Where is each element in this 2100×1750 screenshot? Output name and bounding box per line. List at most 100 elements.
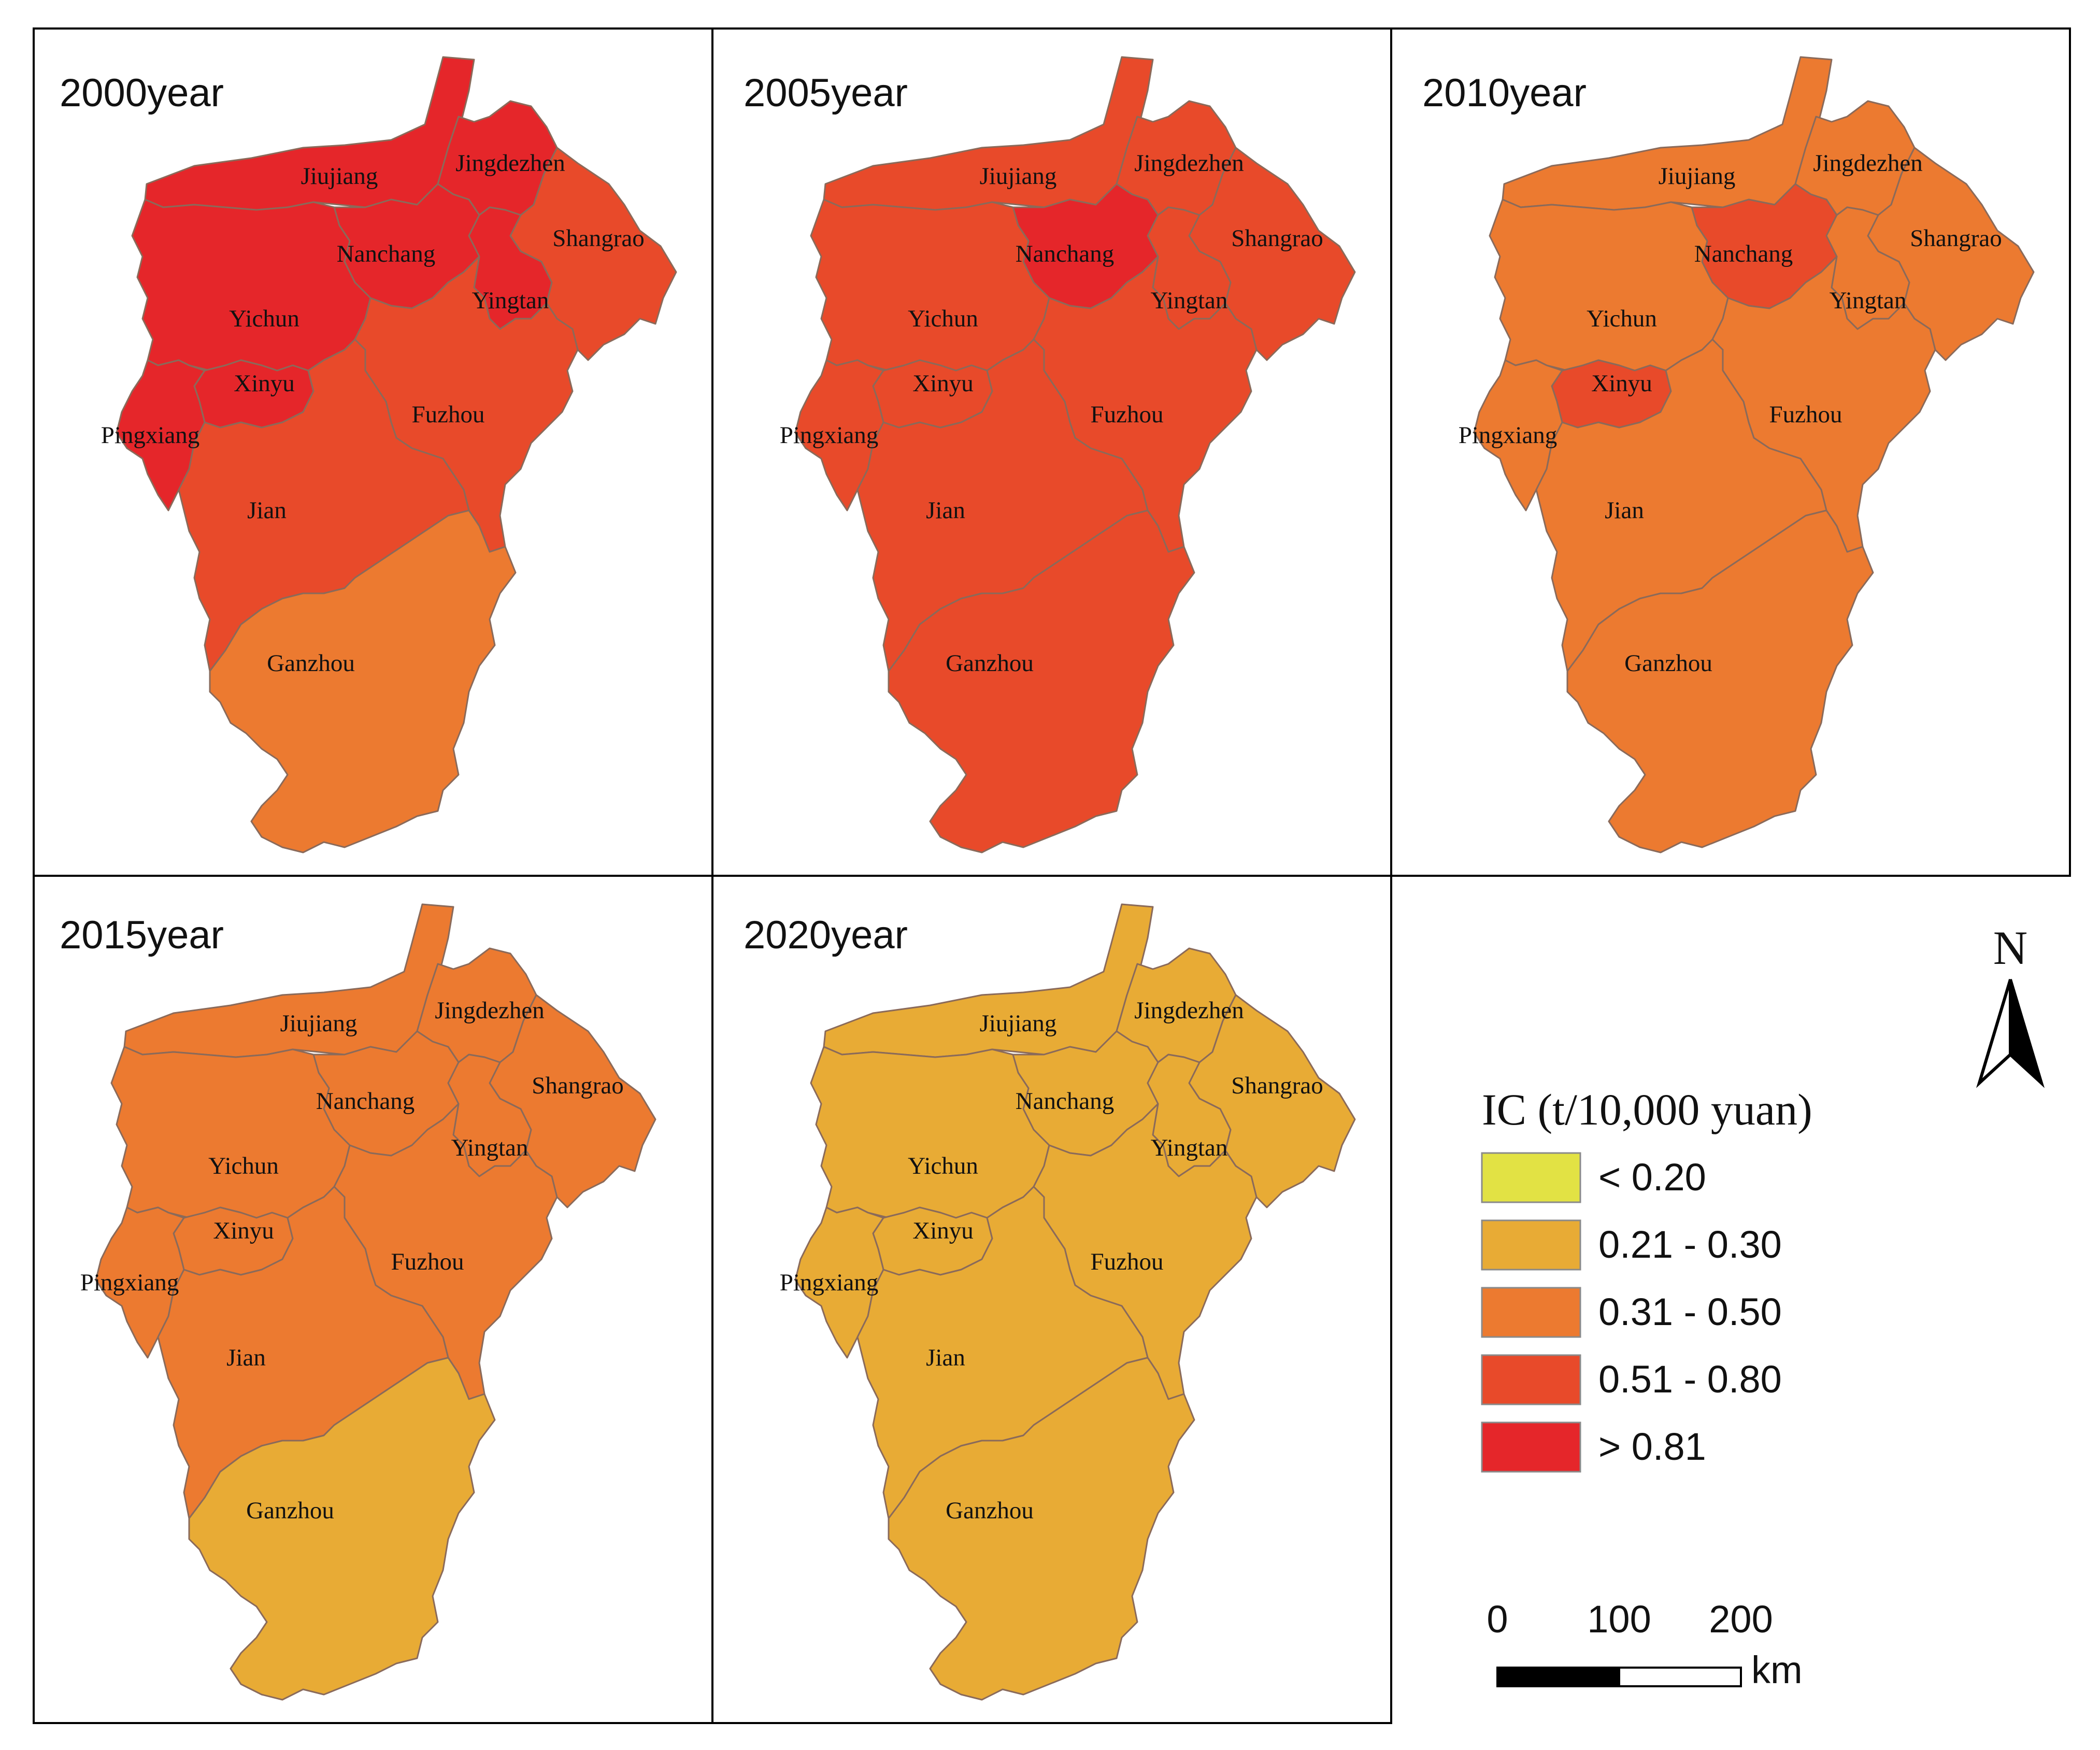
legend-item: 0.21 - 0.30 bbox=[1481, 1219, 1782, 1271]
city-label-jiujiang: Jiujiang bbox=[980, 1010, 1057, 1037]
city-label-yingtan: Yingtan bbox=[1830, 287, 1907, 314]
region-ganzhou bbox=[209, 509, 517, 853]
city-label-jiujiang: Jiujiang bbox=[1659, 163, 1736, 190]
city-label-pingxiang: Pingxiang bbox=[780, 422, 879, 449]
city-label-jingdezhen: Jingdezhen bbox=[455, 150, 565, 177]
region-ganzhou bbox=[888, 509, 1195, 853]
north-letter: N bbox=[1993, 921, 2027, 974]
region-map: Jiujiang Jingdezhen Nanchang Shangrao Yingta… bbox=[1459, 56, 2035, 853]
city-label-ganzhou: Ganzhou bbox=[946, 1497, 1034, 1524]
region-yichun bbox=[810, 1046, 1050, 1219]
city-label-yichun: Yichun bbox=[908, 305, 978, 332]
scale-bar-black bbox=[1496, 1667, 1620, 1687]
city-label-jingdezhen: Jingdezhen bbox=[1813, 150, 1922, 177]
map-panel: Jiujiang Jingdezhen Nanchang Shangrao Yingta… bbox=[711, 875, 1392, 1724]
legend-label: < 0.20 bbox=[1598, 1156, 1706, 1199]
city-label-xinyu: Xinyu bbox=[234, 370, 295, 397]
city-label-yingtan: Yingtan bbox=[1151, 287, 1228, 314]
north-arrow-right-icon bbox=[2009, 979, 2045, 1088]
region-map: Jiujiang Jingdezhen Nanchang Shangrao Yingta… bbox=[101, 56, 677, 853]
city-label-yingtan: Yingtan bbox=[451, 1134, 528, 1161]
city-label-shangrao: Shangrao bbox=[1231, 225, 1323, 252]
city-label-fuzhou: Fuzhou bbox=[1091, 401, 1164, 428]
region-ganzhou bbox=[888, 1357, 1195, 1701]
city-label-shangrao: Shangrao bbox=[1231, 1072, 1323, 1099]
north-arrow: N bbox=[1976, 921, 2045, 1088]
map-panel: Jiujiang Jingdezhen Nanchang Shangrao Yingta… bbox=[711, 27, 1392, 877]
region-map: Jiujiang Jingdezhen Nanchang Shangrao Yingta… bbox=[780, 903, 1356, 1701]
map-panel: Jiujiang Jingdezhen Nanchang Shangrao Yingta… bbox=[33, 875, 713, 1724]
city-label-nanchang: Nanchang bbox=[337, 240, 436, 267]
legend-item: < 0.20 bbox=[1481, 1152, 1706, 1203]
legend-swatch bbox=[1481, 1219, 1581, 1271]
city-label-yichun: Yichun bbox=[1587, 305, 1657, 332]
city-label-nanchang: Nanchang bbox=[1016, 1088, 1115, 1115]
legend-label: 0.21 - 0.30 bbox=[1598, 1223, 1782, 1266]
city-label-jian: Jian bbox=[1605, 497, 1644, 524]
legend-item: 0.51 - 0.80 bbox=[1481, 1354, 1782, 1405]
city-label-pingxiang: Pingxiang bbox=[101, 422, 200, 449]
region-ganzhou bbox=[188, 1357, 496, 1701]
legend: IC (t/10,000 yuan) < 0.20 0.21 - 0.30 0.… bbox=[1481, 1085, 1812, 1473]
scale-tick: 200 bbox=[1709, 1598, 1773, 1641]
city-label-xinyu: Xinyu bbox=[1591, 370, 1652, 397]
legend-swatch bbox=[1481, 1354, 1581, 1405]
year-label: 2020year bbox=[744, 913, 908, 957]
city-label-jiujiang: Jiujiang bbox=[301, 163, 378, 190]
city-label-yichun: Yichun bbox=[908, 1153, 978, 1179]
city-label-jian: Jian bbox=[226, 1344, 266, 1371]
legend-swatch bbox=[1481, 1287, 1581, 1338]
region-yichun bbox=[1489, 198, 1729, 372]
city-label-ganzhou: Ganzhou bbox=[946, 650, 1034, 677]
city-label-ganzhou: Ganzhou bbox=[246, 1497, 334, 1524]
legend-item: 0.31 - 0.50 bbox=[1481, 1287, 1782, 1338]
scale-unit: km bbox=[1751, 1648, 1803, 1691]
city-label-jian: Jian bbox=[926, 1344, 965, 1371]
city-label-fuzhou: Fuzhou bbox=[391, 1248, 464, 1275]
city-label-jian: Jian bbox=[247, 497, 287, 524]
city-label-jingdezhen: Jingdezhen bbox=[1134, 150, 1244, 177]
city-label-jingdezhen: Jingdezhen bbox=[1134, 997, 1244, 1024]
city-label-jiujiang: Jiujiang bbox=[280, 1010, 358, 1037]
city-label-xinyu: Xinyu bbox=[213, 1217, 274, 1244]
year-label: 2000year bbox=[60, 71, 224, 115]
scale-tick: 0 bbox=[1487, 1598, 1508, 1641]
region-yichun bbox=[110, 1046, 351, 1219]
year-label: 2010year bbox=[1422, 71, 1587, 115]
legend-swatch bbox=[1481, 1152, 1581, 1203]
city-label-yichun: Yichun bbox=[229, 305, 299, 332]
city-label-jian: Jian bbox=[926, 497, 965, 524]
city-label-xinyu: Xinyu bbox=[912, 1217, 974, 1244]
scale-tick: 100 bbox=[1587, 1598, 1651, 1641]
city-label-pingxiang: Pingxiang bbox=[80, 1269, 179, 1296]
city-label-pingxiang: Pingxiang bbox=[780, 1269, 879, 1296]
scale-bar: 0 100 200 km bbox=[1487, 1598, 1802, 1691]
legend-item: > 0.81 bbox=[1481, 1421, 1706, 1473]
year-label: 2015year bbox=[60, 913, 224, 957]
city-label-fuzhou: Fuzhou bbox=[412, 401, 485, 428]
city-label-jingdezhen: Jingdezhen bbox=[435, 997, 544, 1024]
region-map: Jiujiang Jingdezhen Nanchang Shangrao Yingta… bbox=[780, 56, 1356, 853]
city-label-yingtan: Yingtan bbox=[1151, 1134, 1228, 1161]
map-panel: Jiujiang Jingdezhen Nanchang Shangrao Yingta… bbox=[33, 27, 713, 877]
city-label-pingxiang: Pingxiang bbox=[1459, 422, 1558, 449]
map-panel: Jiujiang Jingdezhen Nanchang Shangrao Yingta… bbox=[1390, 27, 2071, 877]
city-label-fuzhou: Fuzhou bbox=[1769, 401, 1842, 428]
region-ganzhou bbox=[1566, 509, 1874, 853]
legend-title: IC (t/10,000 yuan) bbox=[1482, 1085, 1812, 1134]
city-label-yichun: Yichun bbox=[208, 1153, 279, 1179]
city-label-ganzhou: Ganzhou bbox=[267, 650, 355, 677]
city-label-nanchang: Nanchang bbox=[316, 1088, 415, 1115]
city-label-shangrao: Shangrao bbox=[552, 225, 645, 252]
legend-label: 0.31 - 0.50 bbox=[1598, 1290, 1782, 1333]
region-yichun bbox=[131, 198, 372, 372]
city-label-shangrao: Shangrao bbox=[532, 1072, 624, 1099]
city-label-fuzhou: Fuzhou bbox=[1091, 1248, 1164, 1275]
city-label-xinyu: Xinyu bbox=[912, 370, 974, 397]
north-arrow-left-icon bbox=[1976, 979, 2012, 1088]
city-label-jiujiang: Jiujiang bbox=[980, 163, 1057, 190]
legend-label: 0.51 - 0.80 bbox=[1598, 1358, 1782, 1401]
region-map: Jiujiang Jingdezhen Nanchang Shangrao Yingta… bbox=[80, 903, 656, 1701]
legend-swatch bbox=[1481, 1421, 1581, 1473]
